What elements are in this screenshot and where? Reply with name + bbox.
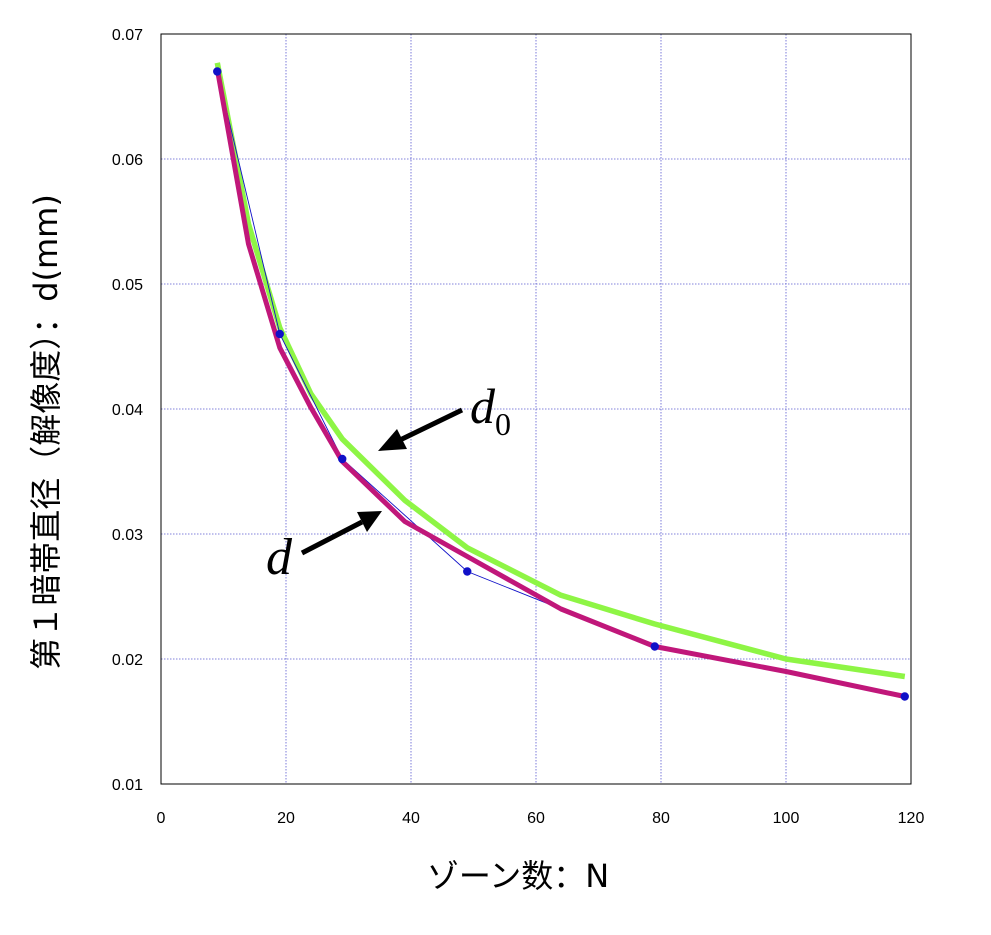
x-tick-label: 80 bbox=[652, 810, 670, 827]
measured-point bbox=[900, 692, 909, 701]
y-tick-label: 0.02 bbox=[112, 652, 143, 669]
y-tick-label: 0.01 bbox=[112, 777, 143, 794]
x-tick-label: 20 bbox=[277, 810, 295, 827]
measured-point bbox=[213, 67, 222, 76]
annotation-d0-label: d0 bbox=[470, 378, 511, 442]
y-tick-label: 0.07 bbox=[112, 27, 143, 44]
annotation-d: d bbox=[266, 511, 382, 586]
y-tick-label: 0.05 bbox=[112, 277, 143, 294]
annotation-d0-text: d bbox=[470, 378, 496, 434]
annotation-d0-subscript: 0 bbox=[495, 406, 511, 442]
measured-point bbox=[338, 454, 347, 464]
arrow-d-shaft bbox=[300, 519, 364, 556]
x-tick-label: 0 bbox=[157, 810, 166, 827]
tick-labels: 0 20 40 60 80 100 120 0.01 0.02 0.03 0.04 0.05 0.06 0… bbox=[112, 27, 925, 827]
series-d-line bbox=[214, 68, 906, 699]
annotation-d-label: d bbox=[266, 529, 293, 586]
plot-frame bbox=[160, 33, 912, 785]
measured-point bbox=[463, 567, 472, 576]
x-tick-label: 120 bbox=[898, 810, 925, 827]
y-tick-label: 0.03 bbox=[112, 527, 143, 544]
series-measured-line bbox=[216, 71, 905, 697]
measured-point bbox=[650, 642, 659, 651]
arrow-d0-head bbox=[378, 429, 407, 451]
grid bbox=[160, 33, 912, 785]
y-tick-label: 0.04 bbox=[112, 402, 143, 419]
arrow-d0-shaft bbox=[398, 407, 464, 443]
arrow-d-head bbox=[357, 511, 382, 532]
y-axis-title: 第１暗帯直径（解像度）：d(mm) bbox=[27, 194, 65, 670]
series-d0-line bbox=[214, 62, 906, 680]
x-tick-label: 40 bbox=[402, 810, 420, 827]
x-axis-title: ゾーン数：N bbox=[427, 857, 609, 895]
x-tick-label: 60 bbox=[527, 810, 545, 827]
annotations: d0 d bbox=[266, 378, 511, 586]
annotation-d0: d0 bbox=[378, 378, 511, 451]
y-tick-label: 0.06 bbox=[112, 152, 143, 169]
series-group bbox=[213, 62, 909, 701]
measured-point bbox=[275, 329, 284, 339]
x-tick-label: 100 bbox=[773, 810, 800, 827]
